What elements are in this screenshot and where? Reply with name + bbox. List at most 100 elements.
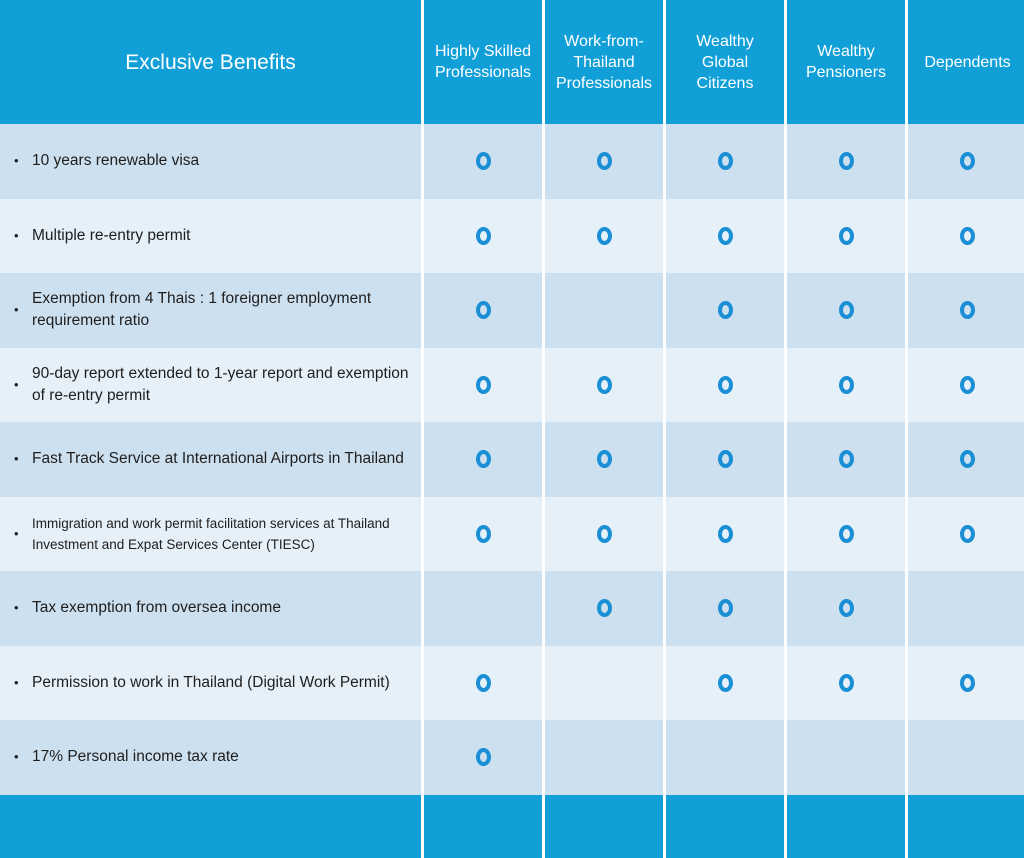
benefit-row-label: • Permission to work in Thailand (Digital… bbox=[0, 645, 421, 720]
benefit-cell bbox=[908, 496, 1024, 571]
benefit-text: 17% Personal income tax rate bbox=[32, 748, 239, 766]
bullet-icon: • bbox=[14, 153, 19, 169]
benefit-cell bbox=[545, 571, 663, 646]
benefit-cell bbox=[908, 347, 1024, 422]
circle-check-icon bbox=[960, 152, 975, 171]
circle-check-icon bbox=[596, 226, 612, 245]
benefit-cell bbox=[666, 198, 784, 273]
benefit-cell bbox=[545, 645, 663, 720]
benefit-cell bbox=[787, 496, 905, 571]
benefit-row-label: • 10 years renewable visa bbox=[0, 124, 421, 199]
benefit-row-label: • Immigration and work permit facilitatio… bbox=[0, 496, 421, 571]
bullet-icon: • bbox=[14, 227, 19, 243]
column-header-wealthy-pensioners: Wealthy Pensioners bbox=[787, 0, 905, 124]
benefit-row-label: • Exemption from 4 Thais : 1 foreigner em… bbox=[0, 273, 421, 348]
circle-check-icon bbox=[475, 226, 491, 245]
circle-check-icon bbox=[960, 673, 975, 692]
benefit-cell bbox=[787, 347, 905, 422]
benefit-row-label: • Tax exemption from oversea income bbox=[0, 571, 421, 646]
circle-check-icon bbox=[717, 524, 733, 543]
benefit-text: Fast Track Service at International Airp… bbox=[32, 450, 404, 468]
benefit-cell bbox=[908, 571, 1024, 646]
benefit-cell bbox=[787, 273, 905, 348]
circle-check-icon bbox=[838, 599, 854, 618]
benefit-cell bbox=[424, 645, 542, 720]
benefit-cell bbox=[787, 124, 905, 199]
circle-check-icon bbox=[960, 226, 975, 245]
circle-check-icon bbox=[596, 450, 612, 469]
benefit-text: 10 years renewable visa bbox=[32, 152, 200, 170]
circle-check-icon bbox=[717, 226, 733, 245]
circle-check-icon bbox=[960, 450, 975, 469]
benefit-text: 90-day report extended to 1-year report … bbox=[32, 364, 409, 404]
circle-check-icon bbox=[717, 599, 733, 618]
benefit-cell bbox=[424, 496, 542, 571]
circle-check-icon bbox=[475, 152, 491, 171]
benefit-cell bbox=[908, 720, 1024, 795]
benefit-cell bbox=[424, 347, 542, 422]
benefit-cell bbox=[908, 645, 1024, 720]
footer-band bbox=[666, 794, 784, 858]
benefit-cell bbox=[424, 422, 542, 497]
column-header-work-from-thailand: Work-from-Thailand Professionals bbox=[545, 0, 663, 124]
benefit-cell bbox=[666, 124, 784, 199]
benefit-text: Exemption from 4 Thais : 1 foreigner emp… bbox=[32, 290, 372, 330]
circle-check-icon bbox=[838, 152, 854, 171]
benefit-cell bbox=[424, 124, 542, 199]
benefit-row-label: • Fast Track Service at International Air… bbox=[0, 422, 421, 497]
benefit-cell bbox=[787, 571, 905, 646]
circle-check-icon bbox=[838, 375, 854, 394]
footer-band bbox=[424, 794, 542, 858]
circle-check-icon bbox=[838, 301, 854, 320]
bullet-icon: • bbox=[14, 674, 19, 690]
circle-check-icon bbox=[475, 375, 491, 394]
benefit-cell bbox=[908, 198, 1024, 273]
benefit-cell bbox=[666, 422, 784, 497]
benefit-text: Permission to work in Thailand (Digital … bbox=[32, 673, 390, 691]
circle-check-icon bbox=[717, 673, 733, 692]
circle-check-icon bbox=[596, 152, 612, 171]
benefit-cell bbox=[666, 720, 784, 795]
benefit-cell bbox=[787, 645, 905, 720]
circle-check-icon bbox=[717, 450, 733, 469]
circle-check-icon bbox=[960, 375, 975, 394]
footer-band bbox=[787, 794, 905, 858]
benefit-cell bbox=[424, 273, 542, 348]
benefit-cell bbox=[666, 347, 784, 422]
circle-check-icon bbox=[475, 673, 491, 692]
benefit-cell bbox=[666, 496, 784, 571]
column-header-wealthy-global-citizens: Wealthy Global Citizens bbox=[666, 0, 784, 124]
circle-check-icon bbox=[475, 524, 491, 543]
benefit-cell bbox=[666, 571, 784, 646]
benefit-row-label: • 90-day report extended to 1-year report… bbox=[0, 347, 421, 422]
circle-check-icon bbox=[596, 599, 612, 618]
benefit-cell bbox=[787, 720, 905, 795]
column-header-highly-skilled: Highly Skilled Professionals bbox=[424, 0, 542, 124]
footer-band bbox=[545, 794, 663, 858]
benefit-cell bbox=[545, 347, 663, 422]
benefit-row-label: • 17% Personal income tax rate bbox=[0, 720, 421, 795]
footer-band bbox=[0, 794, 421, 858]
benefit-cell bbox=[666, 645, 784, 720]
circle-check-icon bbox=[838, 450, 854, 469]
circle-check-icon bbox=[717, 152, 733, 171]
bullet-icon: • bbox=[14, 376, 19, 392]
table-title: Exclusive Benefits bbox=[0, 0, 421, 124]
circle-check-icon bbox=[838, 226, 854, 245]
bullet-icon: • bbox=[14, 600, 19, 616]
benefit-cell bbox=[908, 124, 1024, 199]
benefit-row-label: • Multiple re-entry permit bbox=[0, 198, 421, 273]
bullet-icon: • bbox=[14, 302, 19, 318]
circle-check-icon bbox=[838, 673, 854, 692]
footer-band bbox=[908, 794, 1024, 858]
benefit-cell bbox=[666, 273, 784, 348]
benefit-cell bbox=[908, 422, 1024, 497]
circle-check-icon bbox=[475, 748, 491, 767]
bullet-icon: • bbox=[14, 451, 19, 467]
circle-check-icon bbox=[960, 524, 975, 543]
bullet-icon: • bbox=[14, 526, 19, 542]
benefit-cell bbox=[787, 422, 905, 497]
benefit-cell bbox=[545, 198, 663, 273]
circle-check-icon bbox=[596, 375, 612, 394]
